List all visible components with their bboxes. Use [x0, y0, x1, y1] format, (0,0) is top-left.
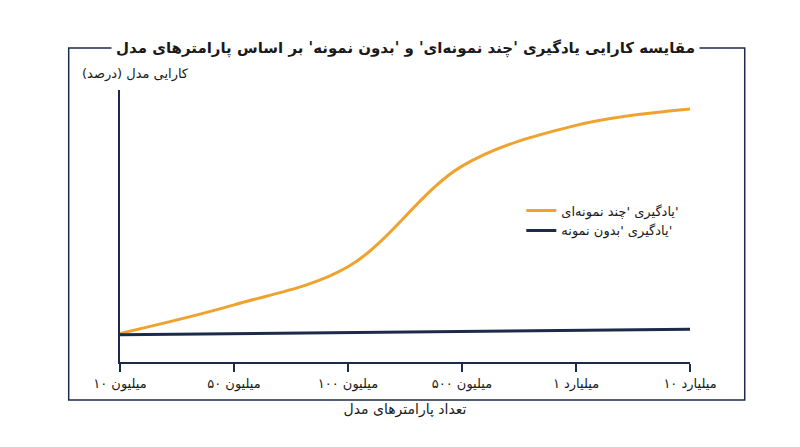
svg-text:تعداد پارامترهای مدل: تعداد پارامترهای مدل: [344, 401, 467, 418]
svg-text:۵۰ میلیون: ۵۰ میلیون: [207, 376, 261, 392]
svg-text:۵۰۰ میلیون: ۵۰۰ میلیون: [432, 376, 492, 392]
svg-text:۱۰ میلیون: ۱۰ میلیون: [93, 376, 147, 392]
svg-text:یادگیری 'بدون نمونه': یادگیری 'بدون نمونه': [561, 223, 672, 239]
svg-text:۱ میلیارد: ۱ میلیارد: [553, 376, 599, 392]
svg-text:یادگیری 'چند نمونه‌ای': یادگیری 'چند نمونه‌ای': [561, 204, 678, 220]
svg-text:کارایی مدل (درصد): کارایی مدل (درصد): [82, 66, 189, 82]
svg-text:۱۰۰ میلیون: ۱۰۰ میلیون: [318, 376, 378, 392]
svg-text:مقایسه کارایی یادگیری 'چند نمو: مقایسه کارایی یادگیری 'چند نمونه‌ای' و '…: [116, 39, 695, 58]
svg-text:۱۰ میلیارد: ۱۰ میلیارد: [663, 376, 716, 392]
